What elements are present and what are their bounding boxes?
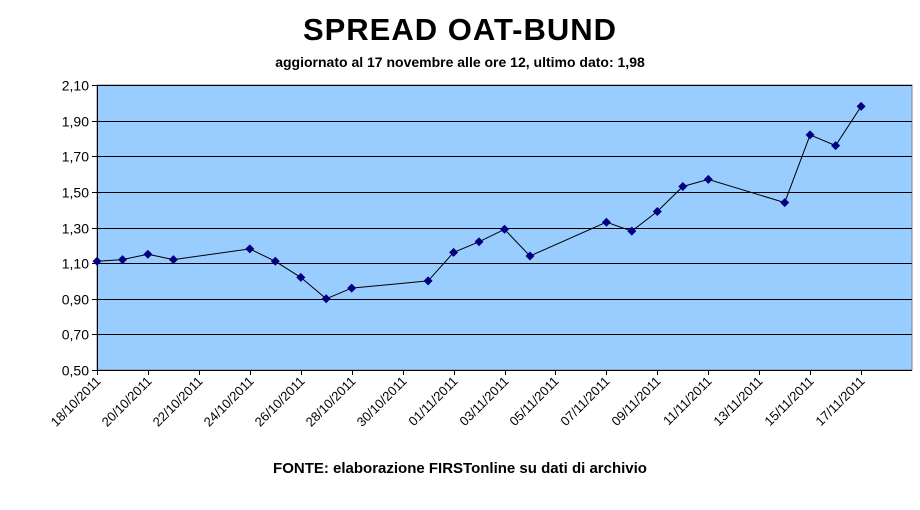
data-point-marker bbox=[805, 130, 815, 140]
x-tick-label: 01/11/2011 bbox=[405, 374, 460, 429]
data-point-marker bbox=[168, 255, 178, 265]
data-point-marker bbox=[321, 294, 331, 304]
x-tick-label: 18/10/2011 bbox=[48, 374, 104, 430]
data-point-marker bbox=[423, 276, 433, 286]
chart-subtitle: aggiornato al 17 novembre alle ore 12, u… bbox=[275, 54, 645, 70]
x-tick-label: 28/10/2011 bbox=[303, 374, 359, 430]
data-point-marker bbox=[245, 244, 255, 254]
y-axis-ticks: 0,50 0,70 0,90 1,10 1,30 1,50 1,70 1,90 2,10 bbox=[62, 78, 89, 379]
y-tick-label: 0,50 bbox=[62, 363, 89, 379]
data-point-marker bbox=[856, 101, 866, 111]
x-tick-label: 11/11/2011 bbox=[660, 374, 715, 429]
x-tick-label: 26/10/2011 bbox=[252, 374, 308, 430]
y-tick-label: 1,10 bbox=[62, 256, 89, 272]
x-tick-label: 15/11/2011 bbox=[761, 374, 816, 429]
data-point-marker bbox=[474, 237, 484, 247]
data-point-marker bbox=[92, 256, 102, 266]
x-tick-label: 20/10/2011 bbox=[99, 374, 155, 430]
data-point-marker bbox=[678, 182, 688, 191]
y-tick-label: 0,90 bbox=[62, 292, 89, 308]
data-point-marker bbox=[703, 174, 713, 184]
axes bbox=[92, 85, 912, 375]
x-tick-label: 07/11/2011 bbox=[557, 374, 612, 429]
x-tick-label: 24/10/2011 bbox=[201, 374, 257, 430]
chart-source-note: FONTE: elaborazione FIRSTonline su dati … bbox=[273, 460, 647, 477]
x-tick-label: 09/11/2011 bbox=[608, 374, 663, 429]
x-tick-label: 13/11/2011 bbox=[710, 374, 765, 429]
x-tick-label: 30/10/2011 bbox=[354, 374, 410, 430]
x-tick-label: 17/11/2011 bbox=[812, 374, 867, 429]
y-tick-label: 1,70 bbox=[62, 149, 89, 165]
data-point-marker bbox=[525, 251, 535, 261]
data-point-marker bbox=[652, 207, 662, 216]
series-markers bbox=[92, 101, 866, 304]
data-point-marker bbox=[118, 255, 127, 265]
chart-title: SPREAD OAT-BUND bbox=[302, 12, 618, 47]
x-tick-label: 05/11/2011 bbox=[506, 374, 561, 429]
y-tick-label: 1,90 bbox=[62, 114, 89, 130]
data-point-marker bbox=[143, 249, 153, 259]
data-point-marker bbox=[270, 256, 280, 266]
data-point-marker bbox=[831, 141, 841, 151]
y-tick-label: 0,70 bbox=[62, 327, 89, 343]
x-axis-ticks: 18/10/201120/10/201122/10/201124/10/2011… bbox=[48, 374, 868, 430]
y-tick-label: 1,50 bbox=[62, 185, 89, 201]
data-point-marker bbox=[296, 272, 306, 282]
data-point-marker bbox=[780, 198, 790, 208]
data-point-marker bbox=[500, 224, 509, 234]
y-tick-label: 2,10 bbox=[62, 78, 89, 94]
x-tick-label: 03/11/2011 bbox=[456, 374, 511, 429]
data-point-marker bbox=[601, 217, 611, 227]
data-point-marker bbox=[627, 226, 637, 236]
data-point-marker bbox=[449, 247, 459, 257]
data-point-marker bbox=[347, 283, 357, 293]
y-tick-label: 1,30 bbox=[62, 221, 89, 237]
x-tick-label: 22/10/2011 bbox=[150, 374, 206, 430]
